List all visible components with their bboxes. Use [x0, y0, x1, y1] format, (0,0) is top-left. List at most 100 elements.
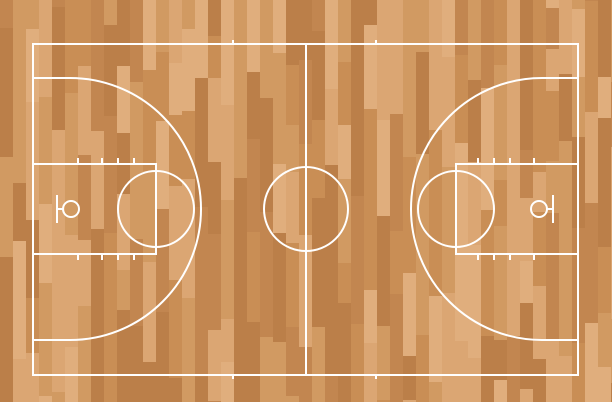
floor-plank	[143, 362, 156, 402]
floor-plank	[390, 294, 403, 341]
floor-plank	[364, 190, 377, 290]
floor-plank	[468, 245, 481, 358]
floor-plank	[598, 367, 611, 402]
floor-plank	[520, 389, 533, 402]
floor-plank	[585, 112, 598, 203]
floor-plank	[195, 0, 208, 78]
floor-plank	[325, 165, 338, 292]
floor-plank	[234, 58, 247, 178]
floor-plank	[260, 212, 273, 337]
floor-plank	[13, 91, 26, 183]
floor-plank	[377, 326, 390, 400]
floor-plank	[78, 155, 91, 240]
floor-plank	[468, 0, 481, 80]
free-throw-circle-left	[117, 170, 195, 249]
three-point-line-left	[33, 77, 202, 341]
floor-plank	[247, 322, 260, 402]
floor-plank	[221, 362, 234, 402]
floor-plank	[130, 199, 143, 239]
floor-plank	[182, 29, 195, 111]
floor-plank	[182, 179, 195, 298]
floor-plank	[65, 235, 78, 347]
floor-plank	[39, 204, 52, 283]
floor-plank	[598, 0, 611, 77]
floor-plank	[117, 270, 130, 310]
floor-plank	[39, 396, 52, 402]
floor-plank	[455, 55, 468, 143]
floor-plank	[585, 382, 598, 402]
floor-plank	[312, 198, 325, 327]
floor-plank	[351, 0, 364, 92]
floor-plank	[546, 161, 559, 213]
floor-plank	[247, 139, 260, 232]
floor-plank	[377, 400, 390, 402]
floor-plank	[169, 63, 182, 115]
floor-plank	[65, 0, 78, 93]
key-left	[32, 163, 157, 255]
floor-plank	[429, 130, 442, 176]
floor-plank	[104, 233, 117, 335]
floor-plank	[533, 212, 546, 286]
floor-plank	[39, 0, 52, 97]
floor-plank	[546, 49, 559, 91]
floor-plank	[91, 341, 104, 402]
floor-plank	[273, 53, 286, 164]
floor-plank	[169, 0, 182, 63]
floor-plank	[403, 60, 416, 108]
floor-plank	[286, 327, 299, 396]
floor-plank	[312, 31, 325, 120]
floor-plank	[0, 376, 13, 402]
floor-plank	[221, 0, 234, 105]
floor-plank	[377, 0, 390, 120]
floor-plank	[598, 77, 611, 118]
floor-plank	[0, 28, 13, 157]
floor-plank	[494, 65, 507, 180]
floor-plank	[455, 0, 468, 55]
floor-plank	[286, 243, 299, 327]
floor-plank	[273, 233, 286, 342]
floor-plank	[546, 8, 559, 49]
floor-plank	[481, 336, 494, 402]
floor-plank	[52, 392, 65, 402]
floor-plank	[91, 90, 104, 131]
lane-marks-right	[477, 158, 535, 260]
floor-plank	[39, 97, 52, 204]
floor-plank	[429, 52, 442, 130]
floor-plank	[455, 341, 468, 402]
floor-plank	[520, 150, 533, 198]
floor-plank	[52, 268, 65, 392]
floor-plank	[364, 290, 377, 343]
center-circle	[263, 166, 349, 252]
floor-plank	[195, 140, 208, 207]
floor-plank	[143, 70, 156, 171]
floor-plank	[26, 353, 39, 402]
floor-plank	[585, 1, 598, 112]
floor-plank	[390, 0, 403, 114]
floor-plank	[507, 174, 520, 232]
floor-plank	[286, 65, 299, 125]
floor-plank	[338, 263, 351, 303]
floor-plank	[169, 186, 182, 280]
floor-plank	[52, 55, 65, 130]
floor-plank	[533, 359, 546, 402]
floor-plank	[377, 120, 390, 216]
floor-plank	[520, 82, 533, 150]
floor-plank	[273, 0, 286, 53]
floor-plank	[117, 0, 130, 66]
key-right	[455, 163, 579, 255]
floor-plank	[169, 378, 182, 402]
floor-plank	[325, 374, 338, 402]
floor-plank	[481, 210, 494, 336]
floor-plank	[494, 380, 507, 402]
floor-plank	[481, 88, 494, 210]
floor-plank	[234, 303, 247, 402]
floor-plank	[429, 0, 442, 52]
floor-plank	[195, 377, 208, 402]
floor-plank	[13, 359, 26, 402]
floor-plank	[468, 80, 481, 162]
floor-plank	[247, 72, 260, 139]
floor-plank	[104, 335, 117, 402]
floor-plank	[104, 25, 117, 116]
